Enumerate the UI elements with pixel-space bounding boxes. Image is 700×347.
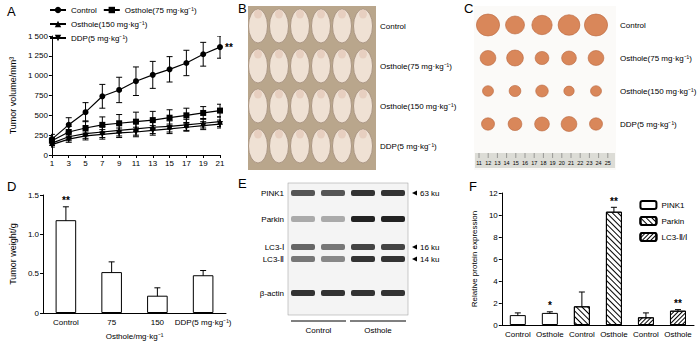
- svg-text:16 ku: 16 ku: [420, 243, 440, 252]
- svg-text:20: 20: [559, 160, 565, 166]
- svg-text:22: 22: [577, 160, 583, 166]
- svg-text:Osthole: Osthole: [364, 326, 392, 335]
- svg-text:25: 25: [605, 160, 611, 166]
- svg-text:Osthole(150 mg·kg⁻¹): Osthole(150 mg·kg⁻¹): [71, 20, 148, 29]
- svg-text:D: D: [7, 179, 16, 194]
- svg-text:2: 2: [493, 299, 498, 308]
- svg-text:9: 9: [117, 159, 122, 168]
- svg-text:Osthole(75 mg·kg⁻¹): Osthole(75 mg·kg⁻¹): [380, 62, 452, 71]
- svg-text:4: 4: [493, 277, 498, 286]
- svg-text:16: 16: [522, 160, 528, 166]
- svg-text:Control: Control: [569, 330, 595, 339]
- svg-text:F: F: [469, 179, 477, 194]
- svg-text:18: 18: [540, 160, 546, 166]
- svg-text:7: 7: [100, 159, 105, 168]
- svg-text:Osthole(150 mg·kg⁻¹): Osthole(150 mg·kg⁻¹): [620, 87, 697, 96]
- svg-text:Osthole(150 mg·kg⁻¹): Osthole(150 mg·kg⁻¹): [380, 102, 457, 111]
- svg-text:0: 0: [43, 151, 48, 160]
- svg-text:**: **: [225, 42, 233, 53]
- svg-text:19: 19: [199, 159, 208, 168]
- svg-text:0: 0: [35, 309, 40, 318]
- svg-text:75: 75: [107, 318, 116, 327]
- svg-text:1: 1: [50, 159, 55, 168]
- svg-text:150: 150: [151, 318, 165, 327]
- svg-text:24: 24: [596, 160, 602, 166]
- svg-text:Control: Control: [633, 330, 659, 339]
- svg-text:17: 17: [182, 159, 191, 168]
- svg-text:PINK1: PINK1: [661, 201, 685, 210]
- svg-text:0.5: 0.5: [28, 269, 40, 278]
- svg-text:5: 5: [83, 159, 88, 168]
- svg-text:13: 13: [148, 159, 157, 168]
- svg-text:12: 12: [485, 160, 491, 166]
- svg-text:A: A: [7, 4, 16, 19]
- svg-text:63 ku: 63 ku: [420, 189, 440, 198]
- svg-text:LC3-Ⅱ/Ⅰ: LC3-Ⅱ/Ⅰ: [661, 233, 687, 242]
- svg-text:8: 8: [493, 233, 498, 242]
- svg-text:Osthole(75 mg·kg⁻¹): Osthole(75 mg·kg⁻¹): [125, 6, 197, 15]
- svg-text:250: 250: [35, 131, 49, 140]
- svg-text:Relative protein expression: Relative protein expression: [470, 211, 479, 308]
- svg-text:14 ku: 14 ku: [420, 255, 440, 264]
- svg-text:Tumor volume/mm³: Tumor volume/mm³: [8, 57, 18, 135]
- svg-text:11: 11: [132, 159, 141, 168]
- svg-text:Control: Control: [53, 318, 79, 327]
- svg-text:*: *: [548, 300, 552, 311]
- svg-text:DDP(5 mg·kg⁻¹): DDP(5 mg·kg⁻¹): [620, 120, 677, 129]
- svg-text:Control: Control: [306, 326, 332, 335]
- svg-text:LC3-Ⅱ: LC3-Ⅱ: [263, 255, 284, 264]
- svg-text:DDP(5 mg·kg⁻¹): DDP(5 mg·kg⁻¹): [175, 318, 232, 327]
- svg-text:1.0: 1.0: [28, 230, 40, 239]
- svg-text:B: B: [238, 1, 247, 16]
- svg-text:Control: Control: [505, 330, 531, 339]
- svg-text:**: **: [674, 298, 682, 309]
- svg-text:Control: Control: [71, 6, 97, 15]
- svg-text:DDP(5 mg·kg⁻¹): DDP(5 mg·kg⁻¹): [71, 34, 128, 43]
- svg-text:10: 10: [489, 211, 498, 220]
- svg-text:19: 19: [550, 160, 556, 166]
- svg-text:12: 12: [489, 189, 498, 198]
- svg-text:1.5: 1.5: [28, 191, 40, 200]
- svg-text:750: 750: [35, 91, 49, 100]
- svg-text:1 250: 1 250: [28, 51, 49, 60]
- svg-text:13: 13: [494, 160, 500, 166]
- svg-text:11: 11: [476, 160, 482, 166]
- svg-text:23: 23: [586, 160, 592, 166]
- svg-text:Osthole: Osthole: [664, 330, 692, 339]
- svg-text:Control: Control: [620, 21, 646, 30]
- svg-text:1 000: 1 000: [28, 71, 49, 80]
- svg-text:β-actin: β-actin: [260, 289, 284, 298]
- svg-text:LC3-Ⅰ: LC3-Ⅰ: [265, 243, 284, 252]
- svg-text:Osthole(75 mg·kg⁻¹): Osthole(75 mg·kg⁻¹): [620, 54, 692, 63]
- svg-text:Osthole: Osthole: [536, 330, 564, 339]
- svg-text:PINK1: PINK1: [261, 189, 285, 198]
- svg-text:14: 14: [504, 160, 510, 166]
- svg-text:500: 500: [35, 111, 49, 120]
- svg-text:Control: Control: [380, 22, 406, 31]
- svg-text:Parkin: Parkin: [661, 217, 684, 226]
- svg-text:6: 6: [493, 255, 498, 264]
- svg-text:Parkin: Parkin: [261, 215, 284, 224]
- svg-text:E: E: [238, 176, 247, 191]
- svg-text:1 500: 1 500: [28, 32, 49, 41]
- svg-text:3: 3: [67, 159, 72, 168]
- svg-text:**: **: [610, 196, 618, 207]
- svg-text:Osthole/mg·kg⁻¹: Osthole/mg·kg⁻¹: [106, 332, 164, 341]
- svg-text:15: 15: [165, 159, 174, 168]
- svg-text:C: C: [464, 1, 473, 16]
- svg-text:15: 15: [513, 160, 519, 166]
- svg-text:**: **: [62, 195, 70, 206]
- svg-text:Tumor weight/g: Tumor weight/g: [8, 223, 18, 285]
- svg-text:DDP(5 mg·kg⁻¹): DDP(5 mg·kg⁻¹): [380, 142, 437, 151]
- svg-text:21: 21: [216, 159, 225, 168]
- svg-text:21: 21: [568, 160, 574, 166]
- svg-text:Osthole: Osthole: [600, 330, 628, 339]
- svg-text:17: 17: [531, 160, 537, 166]
- svg-text:0: 0: [493, 321, 498, 330]
